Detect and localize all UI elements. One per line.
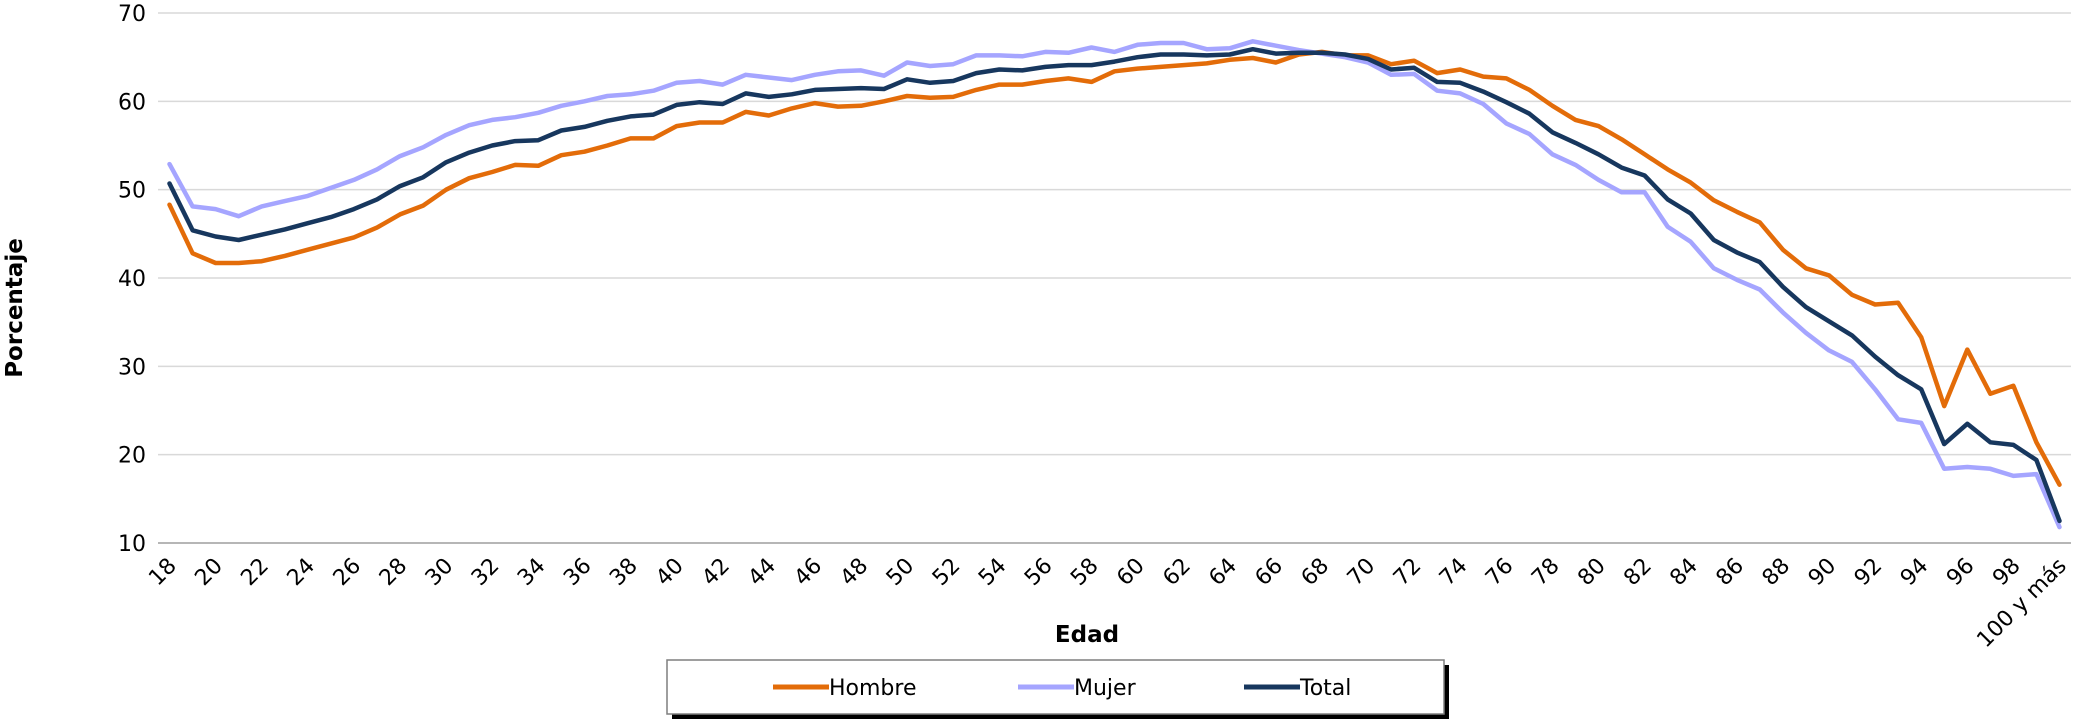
x-tick-label: 90 (1804, 554, 1841, 591)
x-tick-label: 88 (1758, 554, 1795, 591)
legend-label-hombre: Hombre (829, 676, 917, 701)
y-axis-title: Porcentaje (2, 238, 28, 378)
x-tick-label: 80 (1573, 554, 1610, 591)
x-tick-label: 34 (513, 554, 550, 591)
x-tick-label: 44 (744, 554, 781, 591)
x-tick-label: 42 (697, 554, 734, 591)
series-line-hombre (167, 49, 2062, 487)
x-tick-label: 98 (1988, 554, 2025, 591)
x-tick-label: 24 (283, 554, 320, 591)
x-tick-label: 28 (375, 554, 412, 591)
x-axis-title: Edad (1055, 622, 1119, 648)
legend: Hombre Mujer Total (666, 659, 1449, 719)
series-line-mujer (167, 39, 2062, 530)
x-tick-label: 46 (790, 554, 827, 591)
x-tick-label: 82 (1619, 554, 1656, 591)
x-tick-label: 18 (144, 554, 181, 591)
x-tick-label: 64 (1205, 554, 1242, 591)
x-tick-label: 70 (1343, 554, 1380, 591)
x-tick-label: 72 (1389, 554, 1426, 591)
x-tick-label: 38 (605, 554, 642, 591)
y-tick-label: 50 (118, 179, 146, 204)
series-line-total (167, 46, 2062, 524)
x-tick-label: 94 (1896, 554, 1933, 591)
x-tick-label: 48 (836, 554, 873, 591)
x-tick-label: 60 (1112, 554, 1149, 591)
x-tick-label: 50 (882, 554, 919, 591)
series-lines (167, 39, 2062, 530)
x-tick-label: 86 (1712, 554, 1749, 591)
x-tick-label: 96 (1942, 554, 1979, 591)
x-tick-label: 62 (1158, 554, 1195, 591)
x-tick-label: 58 (1066, 554, 1103, 591)
x-tick-label: 36 (559, 554, 596, 591)
y-tick-label: 40 (118, 267, 146, 292)
x-tick-label: 76 (1481, 554, 1518, 591)
x-tick-label: 56 (1020, 554, 1057, 591)
y-tick-label: 60 (118, 90, 146, 115)
x-tick-label: 74 (1435, 554, 1472, 591)
y-axis-ticks: 10 20 30 40 50 60 70 (118, 2, 146, 557)
legend-label-mujer: Mujer (1074, 676, 1137, 701)
x-tick-label: 40 (651, 554, 688, 591)
x-tick-label: 54 (974, 554, 1011, 591)
x-tick-label: 66 (1251, 554, 1288, 591)
gridlines (158, 12, 2071, 456)
x-tick-label: 92 (1850, 554, 1887, 591)
x-tick-label: 84 (1665, 554, 1702, 591)
y-tick-label: 70 (118, 2, 146, 27)
y-tick-label: 20 (118, 444, 146, 469)
x-tick-label: 26 (329, 554, 366, 591)
x-tick-label: 20 (190, 554, 227, 591)
y-tick-label: 30 (118, 355, 146, 380)
x-tick-label: 22 (236, 554, 273, 591)
x-tick-label: 78 (1527, 554, 1564, 591)
x-tick-label: 32 (467, 554, 504, 591)
x-tick-label: 68 (1297, 554, 1334, 591)
y-tick-label: 10 (118, 532, 146, 557)
legend-label-total: Total (1299, 676, 1351, 701)
x-tick-label: 30 (421, 554, 458, 591)
x-tick-label: 52 (928, 554, 965, 591)
